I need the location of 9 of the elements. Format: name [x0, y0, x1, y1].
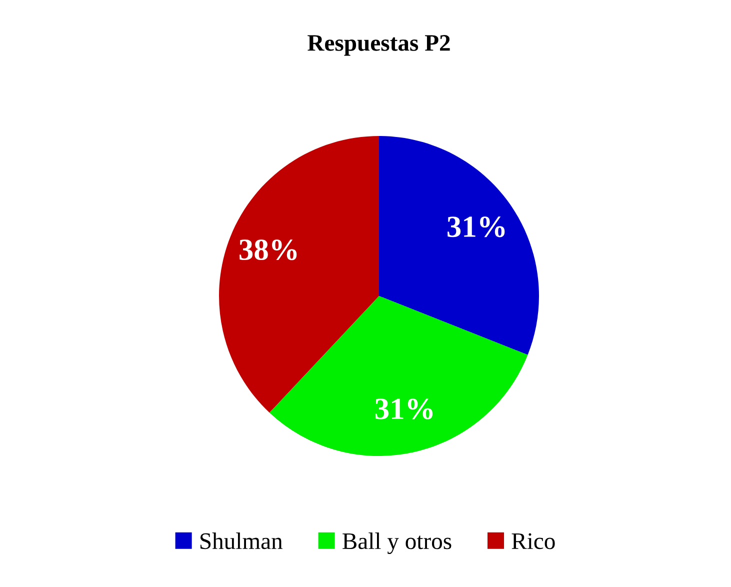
- data-label: 31%: [375, 398, 433, 420]
- chart-title: Respuestas P2: [308, 35, 450, 56]
- legend-label: Rico: [512, 533, 555, 550]
- pie-slice: [379, 136, 539, 355]
- data-label: 38%: [240, 239, 297, 260]
- legend-label: Shulman: [200, 532, 283, 550]
- data-label: 31%: [448, 216, 505, 238]
- legend-label: Ball y otros: [342, 532, 452, 554]
- pie-slice: [269, 296, 528, 456]
